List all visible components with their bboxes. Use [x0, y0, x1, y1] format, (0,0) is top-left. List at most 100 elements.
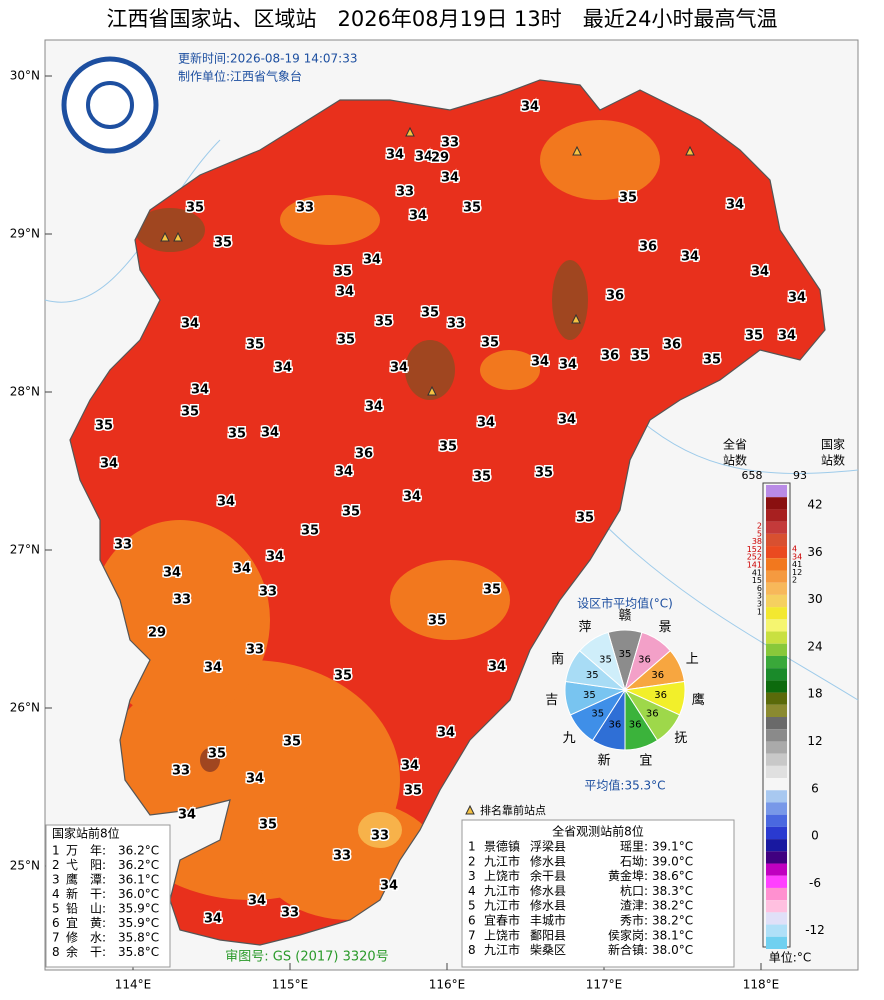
- national-cell: 鹰 潭:: [66, 872, 106, 887]
- colorbar-tick: -6: [809, 876, 821, 890]
- national-cell: 5: [52, 902, 60, 916]
- station-value: 35: [404, 784, 422, 799]
- national-cell: 2: [52, 858, 60, 872]
- colorbar-tick: 42: [807, 498, 822, 512]
- station-value: 34: [266, 550, 284, 565]
- lat-label: 26°N: [10, 701, 40, 715]
- bin-total-count: 1: [757, 607, 762, 616]
- lat-label: 27°N: [10, 543, 40, 557]
- station-value: 35: [246, 338, 264, 353]
- station-value: 35: [186, 201, 204, 216]
- province-cell: 浮梁县: [530, 839, 566, 854]
- station-value: 34: [181, 317, 199, 332]
- station-value: 34: [558, 413, 576, 428]
- update-time: 更新时间:2026-08-19 14:07:33: [178, 51, 358, 66]
- logo-mark: [86, 81, 134, 129]
- station-value: 35: [619, 191, 637, 206]
- province-cell: 1: [468, 840, 476, 854]
- station-value: 34: [335, 465, 353, 480]
- station-value: 35: [334, 265, 352, 280]
- station-value: 34: [409, 209, 427, 224]
- station-value: 33: [333, 849, 351, 864]
- province-cell: 7: [468, 928, 476, 942]
- station-value: 34: [233, 562, 251, 577]
- colorbar-cell: [766, 887, 787, 901]
- pie-value: 36: [651, 670, 664, 681]
- bin-national-count: 41: [792, 560, 802, 569]
- station-value: 35: [631, 349, 649, 364]
- station-value: 35: [337, 333, 355, 348]
- station-value: 35: [483, 583, 501, 598]
- province-cell: 宜春市: [484, 913, 520, 928]
- station-value: 34: [204, 661, 222, 676]
- national-cell: 弋 阳:: [66, 858, 106, 872]
- rank-marker: [685, 145, 695, 156]
- province-cell: 6: [468, 914, 476, 928]
- pie-city: 鹰: [692, 692, 705, 708]
- station-value: 29: [431, 151, 449, 166]
- rank-marker: [572, 145, 582, 156]
- province-cell: 九江市: [484, 853, 520, 868]
- colorbar-cell: [766, 521, 787, 534]
- colorbar-cell: [766, 607, 787, 620]
- pie-value: 35: [599, 655, 612, 666]
- province-cell: 石坳:: [620, 854, 648, 868]
- province-cell: 新合镇:: [608, 942, 648, 957]
- station-value: 33: [296, 201, 314, 216]
- province-cell: 修水县: [530, 883, 566, 898]
- colorbar-cell: [766, 826, 787, 840]
- colorbar-cell: [766, 558, 787, 571]
- province-cell: 38.1°C: [652, 928, 693, 942]
- province-cell: 侯家岗:: [608, 927, 648, 942]
- station-value: 34: [437, 726, 455, 741]
- national-cell: 铅 山:: [66, 902, 106, 916]
- national-cell: 宜 黄:: [66, 915, 106, 930]
- pie-average: 平均值:35.3°C: [584, 778, 665, 793]
- province-cell: 3: [468, 869, 476, 883]
- province-cell: 39.1°C: [652, 840, 693, 854]
- station-value: 36: [601, 349, 619, 364]
- pie-value: 36: [638, 655, 651, 666]
- station-value: 34: [274, 361, 292, 376]
- national-cell: 36.1°C: [118, 873, 159, 887]
- national-cell: 余 干:: [66, 944, 106, 959]
- pie-city: 抚: [674, 731, 687, 746]
- national-cell: 修 水:: [66, 930, 106, 945]
- title: 江西省国家站、区域站 2026年08月19日 13时 最近24小时最高气温: [106, 7, 777, 31]
- colorbar-cell: [766, 741, 787, 754]
- province-cell: 上饶市: [484, 868, 520, 883]
- station-value: 34: [477, 416, 495, 431]
- colorbar-cell: [766, 717, 787, 730]
- pie-city: 宜: [639, 754, 652, 769]
- colorbar-cell: [766, 839, 787, 852]
- station-value: 35: [181, 405, 199, 420]
- national-table: [45, 824, 171, 968]
- pie-slice: [578, 631, 626, 692]
- province-cell: 38.6°C: [652, 869, 693, 883]
- station-value: 34: [488, 660, 506, 675]
- lon-label: 117°E: [586, 978, 623, 992]
- bin-total-count: 6: [757, 584, 762, 593]
- colorbar-cell: [766, 729, 787, 742]
- review-number: 审图号: GS (2017) 3320号: [225, 950, 388, 965]
- colorbar-cell: [766, 778, 787, 791]
- station-value: 34: [336, 285, 354, 300]
- pie-value: 35: [583, 690, 596, 701]
- pie-city: 萍: [578, 620, 591, 635]
- national-cell: 7: [52, 931, 60, 945]
- pie-title: 设区市平均值(°C): [577, 596, 673, 611]
- station-value: 34: [788, 291, 806, 306]
- bin-total-count: 3: [757, 600, 762, 609]
- station-value: 33: [172, 764, 190, 779]
- colorbar-cell: [766, 863, 787, 876]
- bin-total-count: 152: [747, 545, 762, 554]
- colorbar-tick: 30: [807, 592, 822, 606]
- colorbar-cell: [766, 619, 787, 632]
- station-value: 35: [439, 440, 457, 455]
- station-value: 34: [100, 457, 118, 472]
- station-value: 34: [403, 490, 421, 505]
- province-cell: 8: [468, 943, 476, 957]
- national-cell: 35.9°C: [118, 902, 159, 916]
- bin-total-count: 41: [752, 568, 762, 577]
- station-value: 36: [355, 447, 373, 462]
